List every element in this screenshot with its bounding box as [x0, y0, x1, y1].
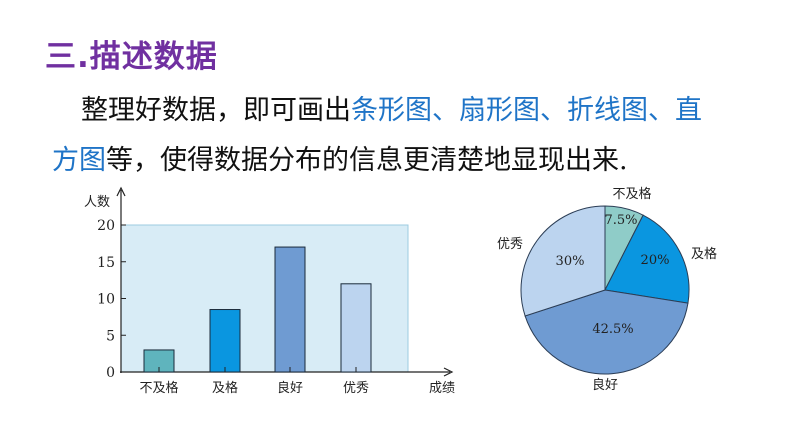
bar-y-tick-label: 5 — [106, 328, 115, 344]
pie-slice-name: 不及格 — [612, 186, 651, 202]
bar-2 — [209, 309, 241, 373]
bar-x-axis-label: 成绩 — [429, 381, 455, 396]
bar-y-tick-label: 20 — [97, 218, 115, 234]
pie-slice-name: 及格 — [691, 246, 717, 262]
pie-value-label: 7.5% — [604, 213, 637, 228]
pie-value-label: 42.5% — [592, 322, 633, 337]
pie-value-label: 30% — [556, 254, 585, 269]
paragraph-line-2: 方图等，使得数据分布的信息更清楚地显现出来. — [52, 138, 782, 177]
bar-category-label: 良好 — [277, 380, 303, 396]
paragraph-line-1: 整理好数据，即可画出条形图、扇形图、折线图、直 — [81, 88, 794, 127]
pie-slice-4 — [520, 205, 606, 317]
bar-3 — [274, 246, 306, 373]
bar-y-axis-label: 人数 — [84, 195, 110, 210]
bar-y-tick-label: 15 — [97, 255, 115, 271]
paragraph-line2-highlight: 方图 — [52, 145, 106, 176]
section-title-box: 三.描述数据 — [41, 32, 226, 75]
pie-slice-name: 良好 — [592, 377, 618, 393]
paragraph-line1-highlight: 条形图、扇形图、折线图、直 — [351, 95, 702, 126]
paragraph-line1-text: 整理好数据，即可画出 — [81, 95, 351, 126]
paragraph-line2-text: 等，使得数据分布的信息更清楚地显现出来. — [106, 145, 628, 176]
pie-value-label: 20% — [641, 253, 670, 268]
bar-y-axis-arrow — [116, 186, 126, 197]
bar-x-axis-arrow — [443, 367, 454, 377]
bar-y-tick-label: 0 — [106, 365, 115, 381]
bar-category-label: 及格 — [212, 380, 238, 396]
section-title: 三.描述数据 — [45, 38, 218, 75]
pie-slice-2 — [604, 214, 690, 304]
pie-chart: 7.5% 不及格 20% 及格 42.5% 良好 30% 优秀 — [497, 186, 717, 393]
pie-slice-3 — [524, 289, 689, 375]
bar-y-tick-label: 10 — [97, 292, 115, 308]
bar-category-label: 不及格 — [139, 380, 178, 396]
bar-4 — [340, 283, 372, 373]
bar-category-label: 优秀 — [343, 381, 369, 396]
pie-slice-name: 优秀 — [497, 237, 523, 252]
